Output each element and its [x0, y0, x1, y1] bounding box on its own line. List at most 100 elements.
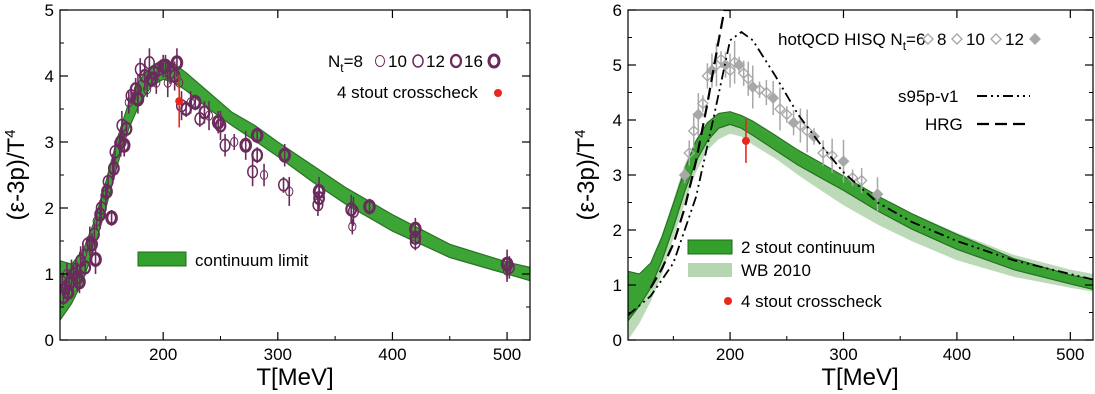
right-hotqcd-point [780, 108, 793, 121]
right-y-tick-label: 0 [613, 331, 622, 350]
right-hotqcd-point [767, 92, 780, 104]
left-nt12-point [86, 237, 98, 252]
right-legend-hrg-label: HRG [925, 115, 963, 134]
left-series-layer [60, 48, 530, 322]
right-hotqcd-point [678, 169, 691, 181]
left-y-tick-label: 0 [45, 331, 54, 350]
right-y-tick-label: 3 [613, 166, 622, 185]
left-y-tick-label: 2 [45, 199, 54, 218]
left-nt8-point [143, 84, 152, 95]
left-legend-nt-prefix: N [328, 52, 340, 71]
right-hotqcd-point [817, 147, 829, 159]
right-x-tick-label: 200 [716, 345, 744, 364]
left-nt16-point [312, 184, 326, 199]
left-nt16-point [500, 256, 514, 272]
right-hotqcd-point [733, 59, 746, 71]
left-nt16-point [89, 251, 102, 267]
left-x-axis-label: T[MeV] [256, 364, 333, 391]
legend-nt12-label: 12 [426, 52, 445, 71]
left-y-axis-label-main: (ε-3p)/T [3, 137, 30, 220]
legend-nt8-marker [375, 55, 385, 67]
left-nt8-point [348, 221, 357, 232]
legend-hotqcd-nt10-label: 10 [966, 30, 985, 49]
left-nt16-point [409, 221, 422, 237]
right-x-axis-label: T[MeV] [821, 364, 898, 391]
left-nt10-point [95, 201, 107, 215]
right-hotqcd-point [724, 64, 736, 77]
left-nt10-point [109, 145, 121, 159]
right-hotqcd-point [846, 171, 859, 184]
left-y-tick-label: 4 [45, 67, 54, 86]
left-nt8-point [259, 170, 269, 180]
left-nt16-point [170, 55, 184, 71]
legend-hotqcd-nt10-marker [990, 33, 1002, 45]
right-hotqcd-point [753, 83, 766, 96]
right-legend-crosscheck-label: 4 stout crosscheck [741, 292, 882, 311]
left-x-tick-label: 400 [378, 345, 406, 364]
left-y-tick-label: 3 [45, 133, 54, 152]
right-legend-s95-label: s95p-v1 [898, 87, 958, 106]
legend-hotqcd-nt8-label: 8 [937, 30, 946, 49]
legend-hotqcd-nt12-marker [1029, 33, 1041, 45]
right-y-tick-label: 6 [613, 1, 622, 20]
left-nt16-point [131, 91, 145, 107]
right-y-tick-label: 5 [613, 56, 622, 75]
left-nt12-point [94, 207, 107, 222]
left-y-axis-label: (ε-3p)/T4 [2, 129, 30, 220]
left-nt8-point [230, 137, 239, 147]
left-legend-band-swatch [137, 251, 187, 267]
left-nt12-point [101, 184, 113, 199]
right-y-tick-label: 1 [613, 276, 622, 295]
left-plot-frame [59, 9, 531, 341]
right-y-axis-label-sup: 4 [572, 129, 589, 137]
left-nt16-point [117, 137, 131, 153]
legend-hotqcd-nt8-marker [951, 33, 963, 45]
left-nt16-point [188, 94, 202, 110]
legend-nt10-marker [412, 54, 424, 68]
legend-nt16-marker [487, 53, 501, 69]
right-legend-wb-swatch [688, 263, 732, 277]
left-nt10-point [219, 138, 231, 153]
right-hotqcd-point [871, 188, 884, 201]
left-legend: Nt=8 10 12 16 4 stout crosscheck continuum… [137, 52, 502, 270]
right-x-tick-label: 500 [1056, 345, 1084, 364]
left-nt12-point [120, 121, 133, 136]
left-nt8-point [78, 249, 88, 260]
legend-nt16-label: 16 [464, 52, 483, 71]
right-hotqcd-point [774, 103, 786, 115]
left-x-tick-label: 500 [493, 345, 521, 364]
right-hotqcd-point [696, 97, 709, 110]
right-hotqcd-point [787, 116, 800, 129]
left-nt12-point [251, 148, 264, 163]
legend-hotqcd-nt12-label: 12 [1005, 30, 1024, 49]
right-hotqcd-point [837, 155, 850, 168]
right-legend-hotqcd-prefix: hotQCD HISQ N [778, 30, 903, 49]
right-y-axis-label-main: (ε-3p)/T [573, 137, 600, 220]
left-nt8-point [285, 186, 294, 197]
right-hotqcd-point [687, 125, 700, 137]
left-legend-band-label: continuum limit [195, 251, 309, 270]
left-nt12-point [79, 260, 92, 275]
right-plot-layer [628, 10, 1093, 340]
left-y-tick-label: 1 [45, 265, 54, 284]
right-x-tick-label: 400 [943, 345, 971, 364]
left-y-tick-label: 5 [45, 1, 54, 20]
right-hotqcd-point [742, 72, 755, 85]
right-hotqcd-point [692, 108, 705, 121]
left-nt12-point [107, 161, 120, 176]
left-legend-crosscheck-marker [494, 89, 502, 97]
right-legend-hotqcd-label: hotQCD HISQ Nt=6 [778, 30, 925, 53]
left-nt16-point [278, 147, 291, 163]
right-s95p-line [628, 30, 1093, 316]
left-x-tick-label: 300 [264, 345, 292, 364]
left-nt10-point [102, 174, 114, 189]
left-legend-nt-label: Nt=8 [328, 52, 363, 75]
left-nt16-point [211, 114, 225, 130]
right-legend-continuum-swatch [687, 239, 733, 255]
right-hotqcd-point [794, 119, 807, 132]
right-legend-continuum-label: 2 stout continuum [741, 238, 875, 257]
left-legend-nt-suffix: =8 [344, 52, 363, 71]
